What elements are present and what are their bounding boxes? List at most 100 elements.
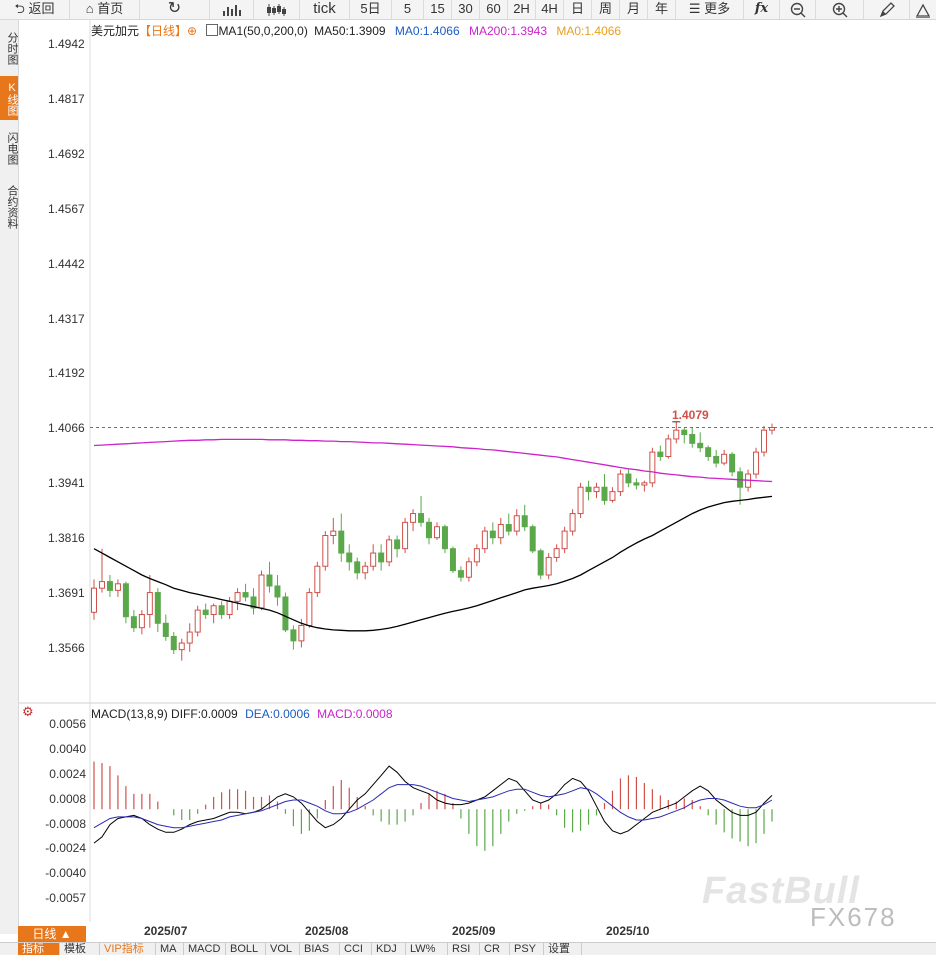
bottom-tab-cci[interactable]: CCI [340,943,372,955]
menu-icon: ☰ [688,1,701,16]
candle-down [274,585,281,598]
bottom-tab-psy[interactable]: PSY [510,943,544,955]
bottom-tab-rsi[interactable]: RSI [448,943,480,955]
x-tick: 2025/10 [606,924,650,938]
candle-up [194,609,201,633]
candle-down [282,596,289,631]
symbol-label: 美元加元 [91,24,140,38]
candle-up [91,587,97,613]
candle-up [761,429,768,453]
candle-down [457,570,464,578]
bottom-tab-boll[interactable]: BOLL [226,943,266,955]
candle-down [705,447,712,457]
macd-tick: -0.0040 [45,866,86,880]
price-tick: 1.4692 [48,147,85,161]
chart-type-button[interactable] [210,0,254,19]
more-button[interactable]: ☰ 更多 [676,0,744,19]
candle-down [657,451,664,457]
sidebar-tab-kline[interactable]: K线图 [0,76,18,120]
macd-tick: 0.0056 [49,717,86,731]
bottom-tab-vol[interactable]: VOL [266,943,300,955]
home-button[interactable]: ⌂ 首页 [70,0,140,19]
home-icon: ⌂ [85,1,94,16]
candle-down [338,530,345,554]
candle-up [577,486,584,515]
ma-params: MA1(50,0,200,0) [218,24,308,38]
candle-up [473,548,480,563]
bottom-tab-cr[interactable]: CR [480,943,510,955]
candle-up [298,624,305,642]
bottom-tab-indicators[interactable]: 指标 [18,943,60,955]
period-15[interactable]: 15 [424,0,452,19]
price-tick: 1.4817 [48,92,85,106]
sidebar-tab-contract[interactable]: 合约资料 [6,185,18,229]
candle-down [130,616,137,629]
refresh-button[interactable]: ↻ [140,0,210,19]
candle-down [218,605,225,616]
sidebar-tab-flash[interactable]: 闪电图 [6,131,18,165]
candle-up [673,429,680,440]
macd-settings-icon[interactable]: ⚙ [22,704,34,719]
candle-up [114,583,121,591]
bottom-tab-macd[interactable]: MACD [184,943,226,955]
tick-button[interactable]: tick [300,0,350,19]
price-tick: 1.3941 [48,476,85,490]
price-tick: 1.4567 [48,202,85,216]
candle-up [433,526,440,539]
bottom-tab-settings[interactable]: 设置 [544,943,582,955]
bottom-tab-vip[interactable]: VIP指标 [100,943,156,955]
shape-tool-button[interactable] [910,0,936,19]
period-week[interactable]: 周 [592,0,620,19]
period-day[interactable]: 日 [564,0,592,19]
zoom-out-button[interactable] [780,0,816,19]
period-5[interactable]: 5 [392,0,424,19]
macd-tick: 0.0008 [49,792,86,806]
zoom-in-button[interactable] [816,0,864,19]
bottom-tab-ma[interactable]: MA [156,943,184,955]
candle-down [633,482,640,486]
candle-down [394,539,401,550]
period-2h[interactable]: 2H [508,0,536,19]
watermark-logo: FastBull [702,870,860,912]
period-label: 【日线】 [139,24,188,38]
candle-up [641,482,648,486]
candle-down [449,548,456,572]
price-tick: 1.3566 [48,641,85,655]
indicator-bar: 指标 模板 VIP指标 MA MACD BOLL VOL BIAS CCI KD… [0,942,936,955]
macd-legend: MACD(13,8,9) DIFF:0.0009 DEA:0.0006 MACD… [91,707,393,721]
candle-down [122,583,129,618]
bottom-tab-bias[interactable]: BIAS [300,943,340,955]
formula-button[interactable]: fx [744,0,780,19]
candle-up [386,539,393,563]
candle-up [561,530,568,550]
ma0b-value: MA0:1.4066 [556,24,622,38]
indicator-icon[interactable] [206,24,219,36]
candle-up [665,438,672,457]
ma50-line [93,495,773,632]
macd-value: MACD:0.0008 [317,707,393,721]
bottom-tab-lw[interactable]: LW% [406,943,448,955]
period-60[interactable]: 60 [480,0,508,19]
candle-down [162,622,169,637]
macd-tick: 0.0040 [49,742,86,756]
candle-down [441,526,448,550]
period-year[interactable]: 年 [648,0,676,19]
period-30[interactable]: 30 [452,0,480,19]
period-selector[interactable]: 日线 ▲ [18,926,86,942]
sidebar-tab-timeshare[interactable]: 分时图 [6,31,18,65]
bottom-tab-template[interactable]: 模板 [60,943,100,955]
back-button[interactable]: ⮌ 返回 [0,0,70,19]
macd-dea-value: DEA:0.0006 [245,707,310,721]
period-4h[interactable]: 4H [536,0,564,19]
period-5day[interactable]: 5日 [350,0,392,19]
candle-up [362,565,369,574]
bottom-tab-kdj[interactable]: KDJ [372,943,406,955]
candle-down [418,513,425,523]
draw-button[interactable] [864,0,910,19]
candle-down [354,561,361,574]
candlestick-button[interactable] [254,0,300,19]
x-tick: 2025/08 [305,924,349,938]
candle-down [529,526,536,552]
period-month[interactable]: 月 [620,0,648,19]
